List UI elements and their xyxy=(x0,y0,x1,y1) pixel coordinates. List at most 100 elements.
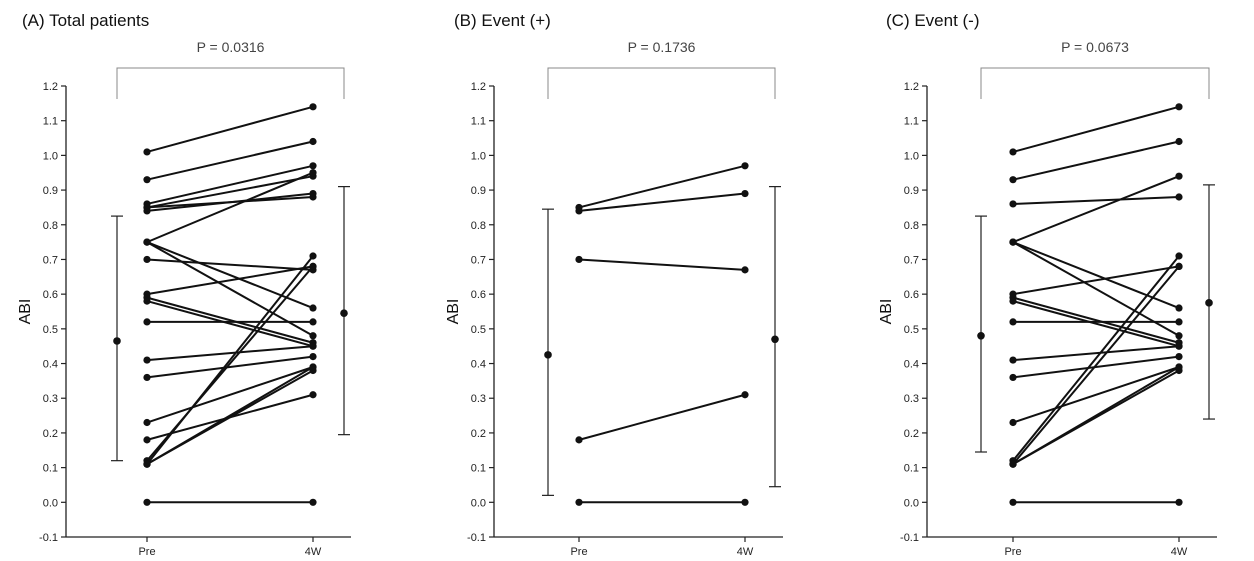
post-point xyxy=(1175,172,1183,180)
pre-point xyxy=(1009,148,1017,156)
y-tick-label: 0.8 xyxy=(43,220,58,232)
y-tick-label: 0.7 xyxy=(471,254,486,266)
mean-point xyxy=(340,309,348,318)
y-tick-label: 0.0 xyxy=(471,497,486,509)
pre-point xyxy=(143,498,151,506)
pre-point xyxy=(575,207,583,215)
pre-point xyxy=(143,373,151,382)
y-tick-label: 0.1 xyxy=(904,463,919,475)
pre-point xyxy=(143,356,151,364)
pre-point xyxy=(1009,200,1017,208)
y-axis-label: ABI xyxy=(878,299,895,325)
mean-point xyxy=(977,331,985,340)
y-tick-label: 0.8 xyxy=(904,220,919,232)
post-point xyxy=(1175,137,1183,146)
y-tick-label: 0.4 xyxy=(471,359,486,371)
post-point xyxy=(741,266,749,274)
y-tick-label: 1.0 xyxy=(43,150,58,162)
y-tick-label: 0.6 xyxy=(904,289,919,301)
paired-line xyxy=(146,171,314,244)
y-tick-label: 1.2 xyxy=(904,81,919,93)
pre-point xyxy=(143,297,151,305)
y-axis-label: ABI xyxy=(17,299,34,325)
mean-point xyxy=(113,337,121,345)
panel-title: (A) Total patients xyxy=(22,11,149,30)
post-point xyxy=(1175,353,1183,361)
post-point xyxy=(309,318,317,326)
paired-line xyxy=(146,175,314,209)
post-point xyxy=(309,366,317,375)
y-tick-label: 0.2 xyxy=(43,428,58,440)
post-point xyxy=(1175,498,1183,506)
paired-line xyxy=(1012,366,1180,424)
y-tick-label: 0.2 xyxy=(904,428,919,440)
post-point xyxy=(741,391,749,399)
paired-line xyxy=(1012,196,1180,205)
paired-line xyxy=(1012,241,1180,309)
post-point xyxy=(309,137,317,146)
paired-line xyxy=(146,105,314,153)
paired-line xyxy=(146,255,314,465)
paired-line xyxy=(1012,265,1180,296)
panel-title: (B) Event (+) xyxy=(454,11,551,30)
y-tick-label: 0.0 xyxy=(904,497,919,509)
pre-point xyxy=(1009,318,1017,326)
post-point xyxy=(1175,332,1183,340)
pre-point xyxy=(1009,297,1017,305)
post-point xyxy=(1175,193,1183,201)
paired-line xyxy=(1012,296,1180,344)
y-tick-label: 0.3 xyxy=(43,393,58,405)
paired-line xyxy=(1012,175,1180,244)
y-tick-label: 1.0 xyxy=(471,150,486,162)
y-tick-label: 0.5 xyxy=(43,324,58,336)
paired-line xyxy=(1012,241,1180,337)
y-tick-label: 0.9 xyxy=(904,185,919,197)
y-tick-label: 1.1 xyxy=(43,116,58,128)
y-tick-label: 0.9 xyxy=(43,185,58,197)
pre-point xyxy=(1009,176,1017,184)
pre-point xyxy=(143,238,151,246)
y-tick-label: 1.0 xyxy=(904,150,919,162)
paired-line xyxy=(146,192,314,212)
y-tick-label: 0.9 xyxy=(471,185,486,197)
post-point xyxy=(309,103,317,111)
post-point xyxy=(309,304,317,312)
x-tick-label: 4W xyxy=(1171,546,1188,558)
paired-line xyxy=(1012,255,1180,462)
post-point xyxy=(309,252,317,260)
paired-line xyxy=(146,140,314,181)
post-point xyxy=(1175,304,1183,312)
x-tick-label: Pre xyxy=(570,546,587,558)
pre-point xyxy=(1009,373,1017,382)
pre-point xyxy=(143,460,151,468)
y-tick-label: 0.4 xyxy=(43,359,58,371)
post-point xyxy=(1175,342,1183,350)
paired-line xyxy=(146,258,314,271)
post-point xyxy=(1175,103,1183,111)
y-tick-label: 1.2 xyxy=(43,81,58,93)
mean-point xyxy=(771,335,779,344)
y-tick-label: 0.5 xyxy=(904,324,919,336)
post-point xyxy=(309,262,317,270)
y-tick-label: -0.1 xyxy=(900,532,919,544)
y-tick-label: 0.7 xyxy=(904,254,919,266)
pre-point xyxy=(1009,498,1017,506)
y-tick-label: 0.5 xyxy=(471,324,486,336)
post-point xyxy=(309,332,317,340)
pre-point xyxy=(575,436,583,444)
y-tick-label: 0.3 xyxy=(471,393,486,405)
paired-line xyxy=(146,300,314,348)
panel-title: (C) Event (-) xyxy=(886,11,980,30)
y-tick-label: 0.7 xyxy=(43,254,58,266)
post-point xyxy=(741,189,749,198)
y-tick-label: 0.1 xyxy=(471,463,486,475)
y-tick-label: 0.2 xyxy=(471,428,486,440)
pre-point xyxy=(143,207,151,215)
mean-point xyxy=(1205,299,1213,307)
paired-line xyxy=(1012,140,1180,181)
pre-point xyxy=(143,418,151,427)
paired-line xyxy=(146,355,314,379)
paired-line xyxy=(1012,265,1180,465)
y-tick-label: 1.1 xyxy=(904,116,919,128)
